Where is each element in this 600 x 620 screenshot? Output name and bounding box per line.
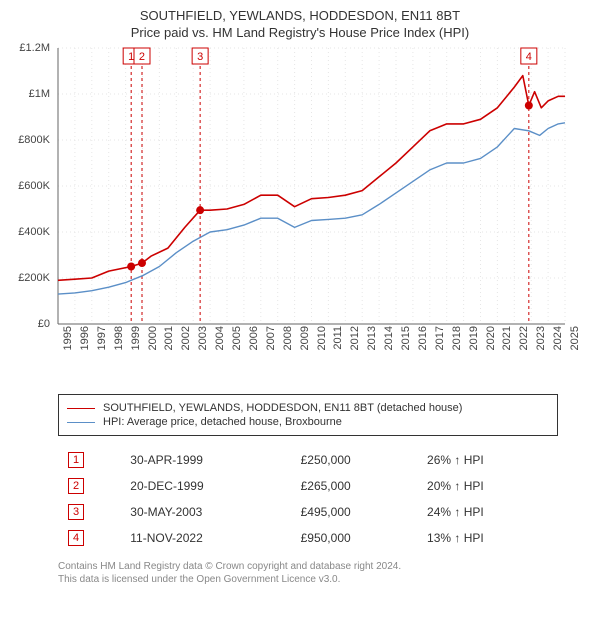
y-tick-label: £1M bbox=[10, 88, 50, 100]
x-tick-label: 2020 bbox=[485, 326, 497, 356]
x-tick-label: 2002 bbox=[180, 326, 192, 356]
svg-text:4: 4 bbox=[526, 51, 532, 63]
event-marker: 3 bbox=[68, 504, 84, 520]
x-tick-label: 2018 bbox=[451, 326, 463, 356]
x-tick-label: 2022 bbox=[518, 326, 530, 356]
title-main: SOUTHFIELD, YEWLANDS, HODDESDON, EN11 8B… bbox=[10, 8, 590, 23]
x-tick-label: 2023 bbox=[535, 326, 547, 356]
event-price: £495,000 bbox=[293, 500, 417, 524]
event-price: £950,000 bbox=[293, 526, 417, 550]
y-tick-label: £800K bbox=[10, 134, 50, 146]
x-tick-label: 2016 bbox=[417, 326, 429, 356]
event-row: 1 30-APR-1999£250,00026% ↑ HPI bbox=[60, 448, 556, 472]
event-price: £265,000 bbox=[293, 474, 417, 498]
plot-svg: 12 3 4 bbox=[10, 46, 570, 356]
event-delta: 26% ↑ HPI bbox=[419, 448, 556, 472]
x-tick-label: 1999 bbox=[130, 326, 142, 356]
footnote: Contains HM Land Registry data © Crown c… bbox=[58, 560, 580, 586]
x-tick-label: 2024 bbox=[552, 326, 564, 356]
events-table: 1 30-APR-1999£250,00026% ↑ HPI 2 20-DEC-199… bbox=[58, 446, 558, 552]
plot-area: 1234 £0£200K£400K£600K£800K£1M£1.2M 1995… bbox=[10, 46, 570, 386]
x-tick-label: 1998 bbox=[113, 326, 125, 356]
x-tick-label: 2009 bbox=[299, 326, 311, 356]
legend-row-property: SOUTHFIELD, YEWLANDS, HODDESDON, EN11 8B… bbox=[67, 401, 549, 415]
footnote-line2: This data is licensed under the Open Gov… bbox=[58, 573, 580, 586]
x-tick-label: 2019 bbox=[468, 326, 480, 356]
x-tick-label: 2013 bbox=[366, 326, 378, 356]
x-tick-label: 2017 bbox=[434, 326, 446, 356]
event-delta: 20% ↑ HPI bbox=[419, 474, 556, 498]
event-delta: 24% ↑ HPI bbox=[419, 500, 556, 524]
x-tick-label: 2004 bbox=[214, 326, 226, 356]
x-tick-label: 1995 bbox=[62, 326, 74, 356]
y-tick-label: £0 bbox=[10, 318, 50, 330]
legend-label-property: SOUTHFIELD, YEWLANDS, HODDESDON, EN11 8B… bbox=[103, 402, 462, 414]
legend-box: SOUTHFIELD, YEWLANDS, HODDESDON, EN11 8B… bbox=[58, 394, 558, 436]
x-tick-label: 2008 bbox=[282, 326, 294, 356]
x-tick-label: 2005 bbox=[231, 326, 243, 356]
event-price: £250,000 bbox=[293, 448, 417, 472]
event-row: 2 20-DEC-1999£265,00020% ↑ HPI bbox=[60, 474, 556, 498]
event-date: 11-NOV-2022 bbox=[122, 526, 290, 550]
event-delta: 13% ↑ HPI bbox=[419, 526, 556, 550]
event-marker: 4 bbox=[68, 530, 84, 546]
x-tick-label: 1996 bbox=[79, 326, 91, 356]
x-tick-label: 2011 bbox=[332, 326, 344, 356]
chart-container: SOUTHFIELD, YEWLANDS, HODDESDON, EN11 8B… bbox=[0, 0, 600, 600]
y-tick-label: £1.2M bbox=[10, 42, 50, 54]
event-marker: 1 bbox=[68, 452, 84, 468]
x-tick-label: 2006 bbox=[248, 326, 260, 356]
event-marker: 2 bbox=[68, 478, 84, 494]
title-sub: Price paid vs. HM Land Registry's House … bbox=[10, 25, 590, 40]
svg-text:1: 1 bbox=[128, 51, 134, 63]
x-tick-label: 2001 bbox=[163, 326, 175, 356]
legend-swatch-hpi bbox=[67, 422, 95, 423]
x-tick-label: 2014 bbox=[383, 326, 395, 356]
y-tick-label: £200K bbox=[10, 272, 50, 284]
x-tick-label: 2025 bbox=[569, 326, 581, 356]
svg-text:3: 3 bbox=[197, 51, 203, 63]
title-block: SOUTHFIELD, YEWLANDS, HODDESDON, EN11 8B… bbox=[10, 8, 590, 40]
event-row: 4 11-NOV-2022£950,00013% ↑ HPI bbox=[60, 526, 556, 550]
x-tick-label: 1997 bbox=[96, 326, 108, 356]
legend-label-hpi: HPI: Average price, detached house, Brox… bbox=[103, 416, 342, 428]
legend-row-hpi: HPI: Average price, detached house, Brox… bbox=[67, 415, 549, 429]
event-date: 30-MAY-2003 bbox=[122, 500, 290, 524]
x-tick-label: 2012 bbox=[349, 326, 361, 356]
svg-text:2: 2 bbox=[139, 51, 145, 63]
x-tick-label: 2015 bbox=[400, 326, 412, 356]
y-tick-label: £400K bbox=[10, 226, 50, 238]
x-tick-label: 2003 bbox=[197, 326, 209, 356]
event-date: 20-DEC-1999 bbox=[122, 474, 290, 498]
event-row: 3 30-MAY-2003£495,00024% ↑ HPI bbox=[60, 500, 556, 524]
x-tick-label: 2010 bbox=[316, 326, 328, 356]
y-tick-label: £600K bbox=[10, 180, 50, 192]
legend-swatch-property bbox=[67, 408, 95, 409]
event-date: 30-APR-1999 bbox=[122, 448, 290, 472]
footnote-line1: Contains HM Land Registry data © Crown c… bbox=[58, 560, 580, 573]
x-tick-label: 2007 bbox=[265, 326, 277, 356]
x-tick-label: 2021 bbox=[501, 326, 513, 356]
x-tick-label: 2000 bbox=[147, 326, 159, 356]
